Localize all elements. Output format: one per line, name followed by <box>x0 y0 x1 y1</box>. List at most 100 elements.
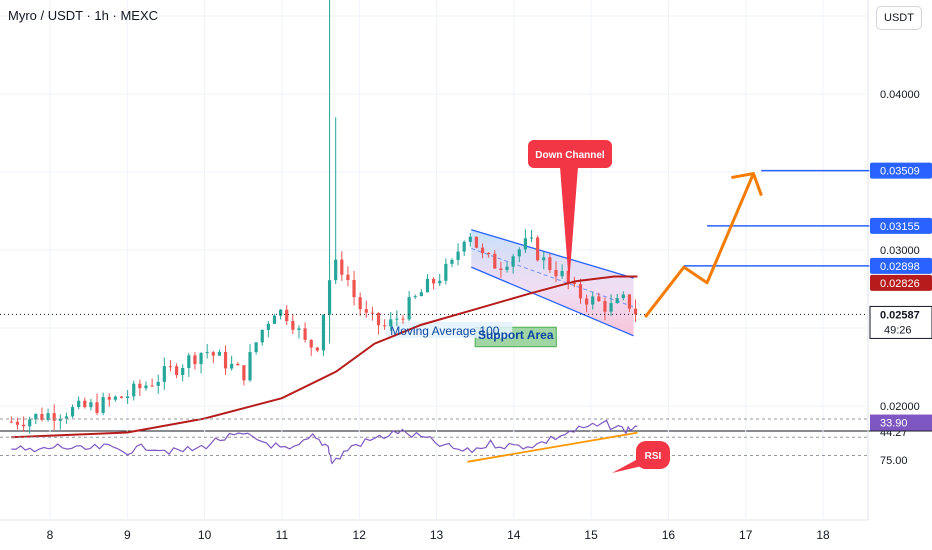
candle <box>584 294 589 313</box>
candle-body <box>383 325 387 327</box>
candle <box>119 395 124 399</box>
rsi-callout-box <box>636 441 670 469</box>
candle <box>150 378 154 388</box>
candle-body <box>438 280 442 284</box>
last-price-text: 0.02587 <box>880 309 920 321</box>
x-tick-label: 13 <box>430 528 444 542</box>
candle <box>511 254 515 274</box>
candle <box>89 398 93 411</box>
candle <box>364 300 368 318</box>
candle-body <box>168 366 173 368</box>
rsi-current-badge <box>870 414 932 431</box>
x-tick-label: 9 <box>124 528 131 542</box>
price-scale-label-last: 0.02587 49:26 <box>869 305 932 339</box>
candle <box>70 404 75 418</box>
candle <box>633 299 638 322</box>
candle <box>321 314 326 357</box>
candle-body <box>266 323 270 330</box>
candle <box>162 357 166 390</box>
candle <box>217 349 222 356</box>
candle-body <box>450 259 454 264</box>
candle <box>340 251 344 281</box>
down-channel-callout-pointer <box>560 167 578 285</box>
candle-body <box>285 309 289 322</box>
candle-body <box>205 352 209 354</box>
candle <box>627 294 632 312</box>
candle <box>536 235 540 262</box>
candle-body <box>523 238 527 250</box>
candle <box>456 243 460 266</box>
candle-body <box>444 263 448 281</box>
candle-body <box>272 315 277 324</box>
candle-body <box>95 402 99 413</box>
symbol-title: Myro / USDT · 1h · MEXC <box>8 8 159 23</box>
candle <box>315 347 319 353</box>
candle <box>113 395 117 402</box>
candle-body <box>187 355 191 368</box>
candle <box>548 254 552 273</box>
candle-body <box>474 236 479 248</box>
candle-body <box>346 274 350 281</box>
candle-body <box>64 416 69 419</box>
candle-body <box>303 328 307 340</box>
candle <box>462 240 466 257</box>
price-pane[interactable] <box>0 0 870 439</box>
candle <box>376 312 381 335</box>
candle <box>591 291 595 310</box>
x-tick-label: 14 <box>507 528 521 542</box>
candle-body <box>156 381 160 386</box>
support-area-label: Support Area <box>478 328 554 342</box>
candle-body <box>242 365 246 381</box>
x-tick-label: 18 <box>816 528 830 542</box>
candle <box>34 413 38 425</box>
candle-body <box>181 367 185 375</box>
candle <box>499 261 503 278</box>
currency-button[interactable]: USDT <box>876 6 922 30</box>
rsi-tick-label: 75.00 <box>880 455 908 467</box>
candle <box>126 390 130 405</box>
candle <box>425 274 430 293</box>
candle-body <box>395 318 399 320</box>
candle-body <box>536 237 540 261</box>
candle-body <box>297 328 301 330</box>
candle <box>542 251 546 270</box>
candle-body <box>517 249 521 257</box>
chart-grid <box>0 0 932 521</box>
candle <box>64 412 69 424</box>
down-channel-callout-box <box>528 140 612 168</box>
y-tick-label: 0.04000 <box>880 89 920 101</box>
moving-average-100-line <box>11 275 638 439</box>
candle-body <box>40 413 44 420</box>
x-tick-label: 12 <box>353 528 367 542</box>
candle-body <box>199 352 203 365</box>
x-tick-label: 10 <box>198 528 212 542</box>
candle-body <box>578 284 583 299</box>
candle <box>9 416 13 423</box>
candle <box>615 293 619 304</box>
candle-body <box>407 297 411 320</box>
candle <box>266 321 270 338</box>
candle-body <box>248 352 252 381</box>
candle-body <box>89 402 93 408</box>
price-scale-label-ma: 0.02826 <box>870 274 932 291</box>
candle-body <box>279 309 283 316</box>
candle-body <box>260 329 264 343</box>
candle <box>523 229 527 253</box>
candle-body <box>46 413 50 420</box>
candle-body <box>432 278 436 284</box>
candle <box>291 313 295 335</box>
x-tick-label: 11 <box>276 528 289 542</box>
last-price-badge <box>869 305 932 339</box>
candle-body <box>352 280 356 298</box>
rsi-pane[interactable] <box>0 418 868 465</box>
candle-body <box>584 298 589 305</box>
candle <box>205 343 209 359</box>
candle-body <box>376 312 381 326</box>
candle <box>346 266 350 287</box>
candle-body <box>77 400 81 408</box>
candle <box>193 351 197 370</box>
candle <box>236 362 240 366</box>
candle <box>334 117 338 285</box>
candle-body <box>119 396 124 398</box>
